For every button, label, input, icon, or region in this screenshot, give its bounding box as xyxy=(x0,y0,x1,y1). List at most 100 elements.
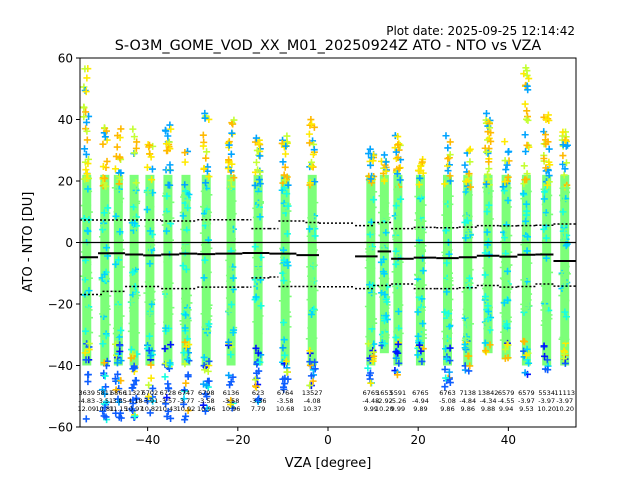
data-point xyxy=(367,379,375,387)
stat-count: 11113 xyxy=(554,389,575,397)
data-point xyxy=(80,83,88,91)
data-point xyxy=(82,150,90,158)
data-point xyxy=(281,330,289,338)
data-point xyxy=(310,222,318,230)
stat-count: 6579 xyxy=(498,389,515,397)
data-point xyxy=(446,172,454,180)
data-point xyxy=(115,320,123,328)
data-point xyxy=(130,262,138,270)
data-point xyxy=(165,292,173,300)
data-point xyxy=(203,393,211,401)
stat-std: 10.96 xyxy=(222,405,241,413)
data-point xyxy=(252,382,260,390)
stat-mean: -2.92 xyxy=(376,397,393,405)
stat-std: 9.88 xyxy=(481,405,495,413)
data-point xyxy=(225,371,233,379)
data-point xyxy=(542,217,550,225)
data-point xyxy=(377,258,385,266)
stat-mean: -3.85 xyxy=(110,397,127,405)
data-point xyxy=(227,190,235,198)
data-point xyxy=(252,318,260,326)
data-point xyxy=(114,302,122,310)
data-point xyxy=(82,282,90,290)
data-point xyxy=(542,234,550,242)
data-point xyxy=(465,170,473,178)
data-point xyxy=(184,204,192,212)
data-point xyxy=(81,248,89,256)
data-column xyxy=(481,109,495,356)
data-point xyxy=(280,385,288,393)
data-point xyxy=(163,258,171,266)
data-column xyxy=(143,141,157,417)
data-point xyxy=(524,187,532,195)
data-point xyxy=(162,140,170,148)
data-point xyxy=(393,282,401,290)
data-point xyxy=(225,141,233,149)
data-point xyxy=(82,415,90,423)
data-point xyxy=(102,398,110,406)
data-point xyxy=(505,248,513,256)
data-point xyxy=(147,352,155,360)
data-point xyxy=(117,357,125,365)
data-point xyxy=(466,362,474,370)
data-point xyxy=(522,148,530,156)
data-point xyxy=(112,386,120,394)
data-point xyxy=(101,257,109,264)
data-point xyxy=(382,312,390,320)
data-point xyxy=(82,242,90,250)
data-point xyxy=(365,333,373,341)
stat-mean: -4.18 xyxy=(126,397,143,405)
data-point xyxy=(81,65,89,73)
data-point xyxy=(501,138,509,146)
data-point xyxy=(414,332,422,340)
data-point xyxy=(381,202,389,210)
data-point xyxy=(130,381,138,389)
data-point xyxy=(308,237,316,245)
stat-mean: -4.48 xyxy=(362,397,379,405)
data-point xyxy=(483,208,491,216)
data-point xyxy=(560,261,568,269)
data-point xyxy=(306,263,314,271)
data-point xyxy=(225,338,233,346)
data-point xyxy=(251,243,259,251)
stat-mean: -3.51 xyxy=(96,397,113,405)
data-point xyxy=(485,193,493,201)
data-point xyxy=(441,328,449,336)
data-point xyxy=(364,264,372,272)
data-point xyxy=(112,212,120,220)
y-tick-label: 60 xyxy=(58,52,73,66)
data-point xyxy=(446,269,454,277)
data-point xyxy=(144,188,152,196)
column-core xyxy=(201,174,211,366)
data-point xyxy=(461,218,469,226)
data-point xyxy=(205,377,213,385)
data-point xyxy=(204,367,212,375)
data-point xyxy=(117,125,125,133)
data-point xyxy=(394,278,402,286)
data-point xyxy=(205,312,213,320)
data-point xyxy=(255,192,263,200)
data-point xyxy=(500,299,508,307)
data-point xyxy=(503,341,511,349)
stat-std: 10.96 xyxy=(197,405,216,413)
data-point xyxy=(84,378,92,386)
data-point xyxy=(100,412,108,420)
data-point xyxy=(540,306,548,314)
data-point xyxy=(541,136,549,144)
data-point xyxy=(501,157,509,165)
data-point xyxy=(254,349,262,357)
data-point xyxy=(128,346,136,354)
stat-count: 6765 xyxy=(412,389,429,397)
data-point xyxy=(485,134,493,142)
data-point xyxy=(145,347,153,355)
data-column xyxy=(540,111,554,374)
data-column xyxy=(364,145,378,387)
data-point xyxy=(392,260,400,268)
data-point xyxy=(558,191,566,199)
data-point xyxy=(465,252,473,260)
data-point xyxy=(230,326,238,334)
data-point xyxy=(147,374,155,382)
data-point xyxy=(562,278,570,286)
data-point xyxy=(111,165,119,173)
data-point xyxy=(380,270,388,278)
